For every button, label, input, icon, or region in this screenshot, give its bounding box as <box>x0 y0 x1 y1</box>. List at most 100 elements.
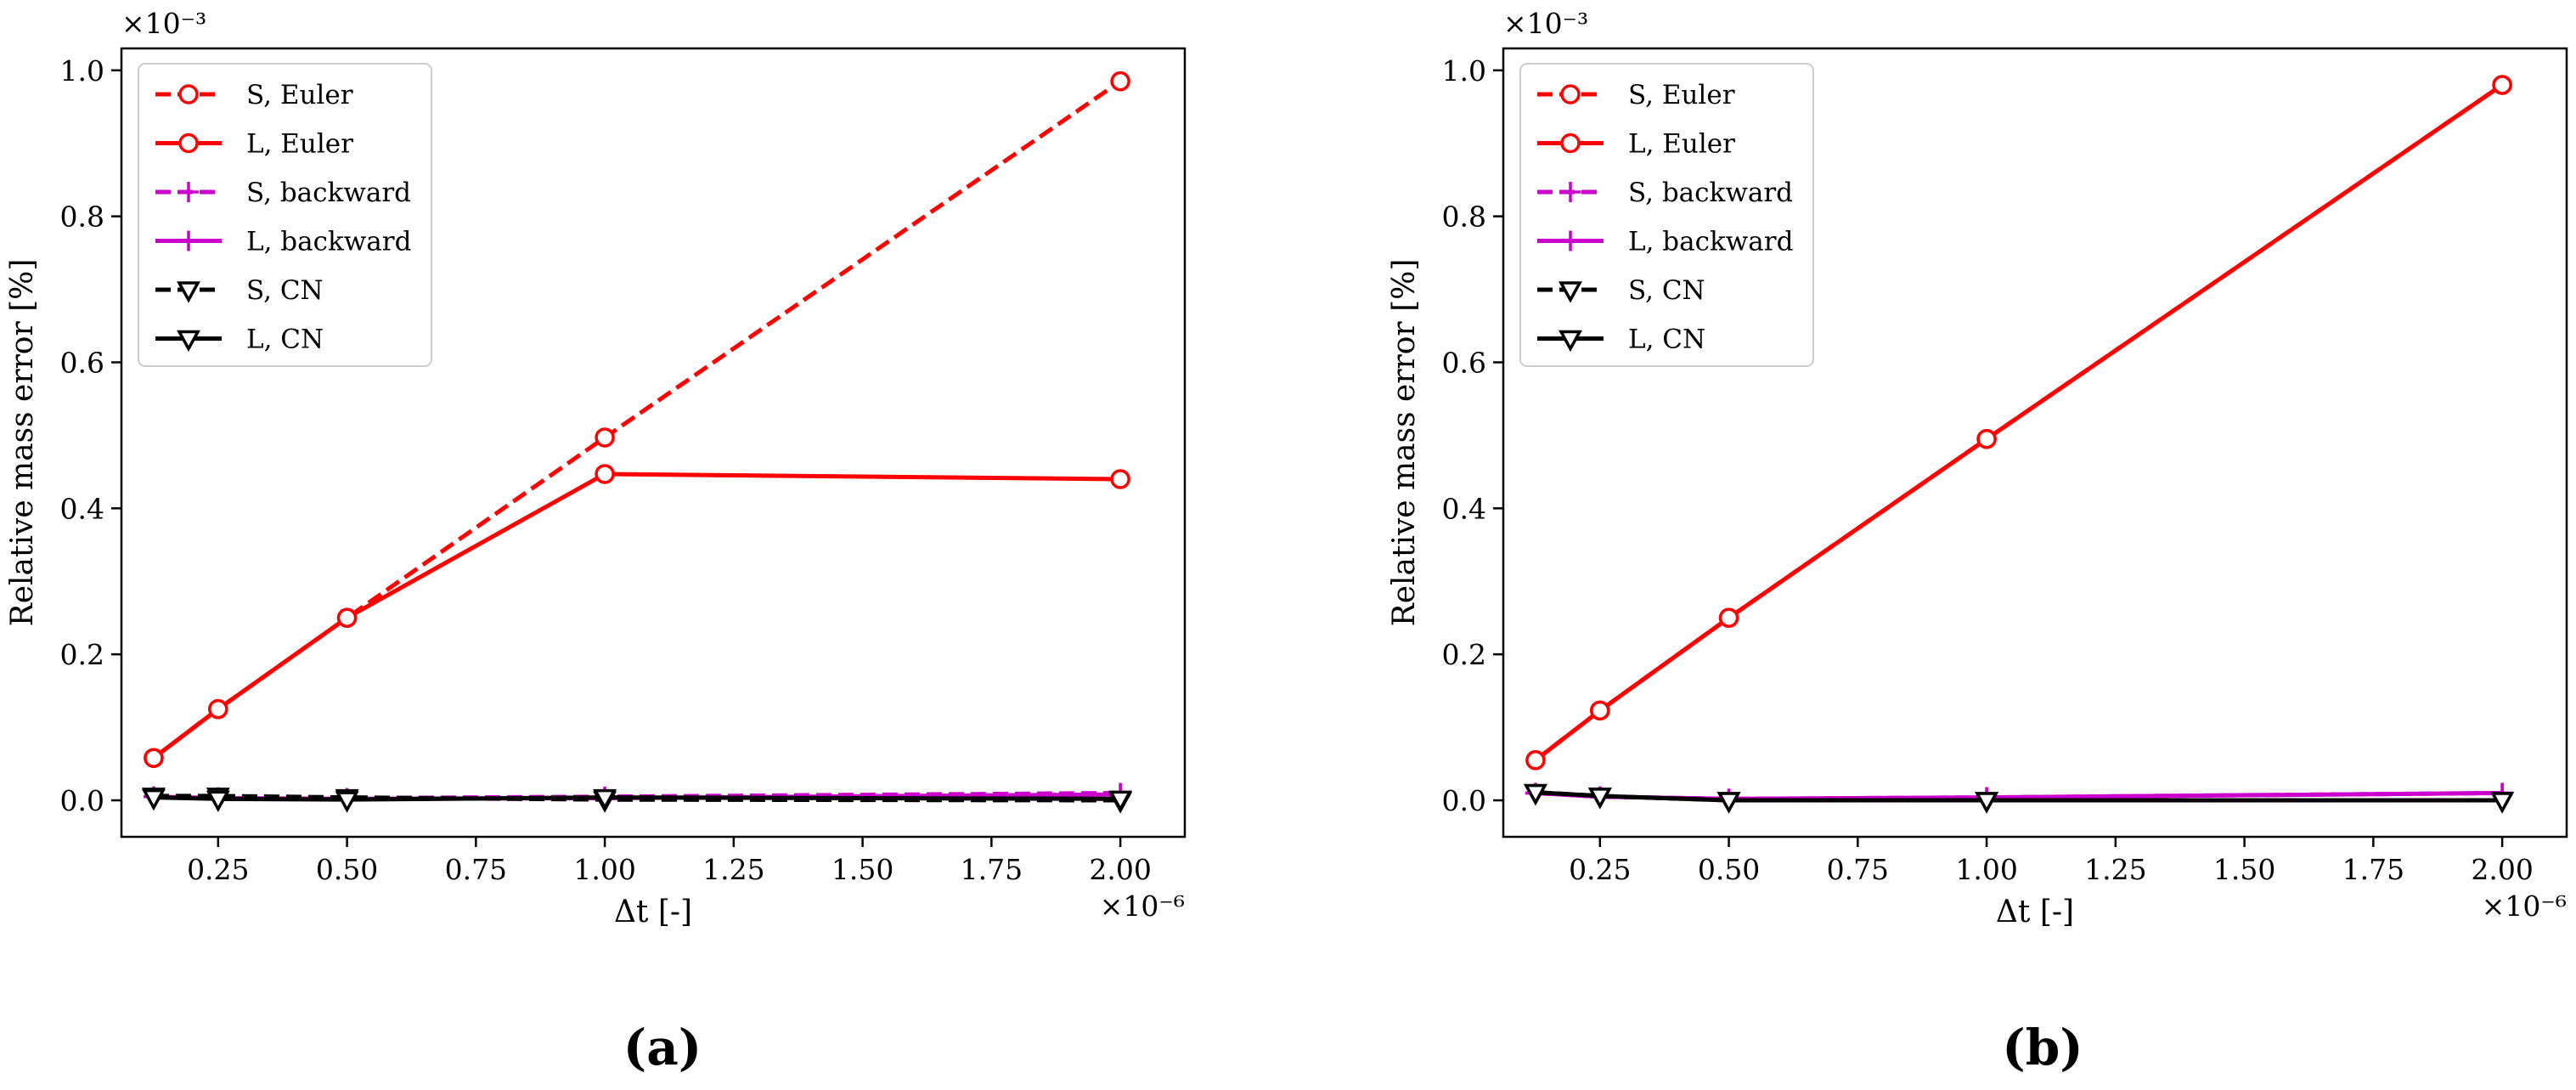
legend-label: L, CN <box>246 325 324 355</box>
x-tick-label: 1.00 <box>573 853 635 886</box>
x-tick-label: 1.50 <box>2213 853 2275 886</box>
chart-panel-a: 0.25 0.50 0.75 1.00 1.25 1.50 1.75 2.00 0.0 0.2 0.… <box>5 7 1187 1076</box>
x-tick-label: 0.25 <box>187 853 249 886</box>
legend-item: L, CN <box>1537 325 1705 355</box>
y-tick-label: 0.6 <box>1442 346 1486 379</box>
legend-item: L, Euler <box>155 129 353 160</box>
chart-panel-b: 0.25 0.50 0.75 1.00 1.25 1.50 1.75 2.00 0.0 0.2 0.… <box>1387 7 2568 1076</box>
data-point <box>1716 792 1741 814</box>
legend-item: L, Euler <box>1537 129 1735 160</box>
x-axis-multiplier: ×10⁻⁶ <box>2482 890 2567 923</box>
plot-frame <box>1502 47 2568 839</box>
legend-item: L, backward <box>155 227 411 257</box>
x-tick-label: 0.50 <box>1698 853 1760 886</box>
legend-item: S, CN <box>1537 275 1705 306</box>
legend-label: S, Euler <box>1628 80 1735 110</box>
data-point <box>336 607 358 628</box>
legend-label: S, backward <box>1628 178 1793 208</box>
legend-marker <box>1560 182 1581 202</box>
data-point <box>1975 792 1999 814</box>
data-point <box>1523 783 1547 806</box>
data-point <box>1110 71 1130 92</box>
legend-label: L, CN <box>1628 325 1705 355</box>
y-tick-label: 0.4 <box>1442 492 1486 525</box>
y-axis-label: Relative mass error [%] <box>1387 259 1422 627</box>
plot-frame <box>120 47 1187 839</box>
legend-item: L, backward <box>1537 227 1793 257</box>
y-tick-label: 0.8 <box>1442 200 1486 234</box>
legend: S, Euler L, Euler S, backward L, backward S,… <box>138 63 432 367</box>
data-point <box>208 698 228 720</box>
legend-marker <box>177 330 200 353</box>
data-point <box>1110 469 1130 489</box>
y-axis-multiplier: ×10⁻³ <box>121 7 206 40</box>
series-l-backward <box>1525 782 2513 810</box>
x-tick-label: 1.25 <box>702 853 764 886</box>
y-tick-label: 1.0 <box>1442 54 1486 88</box>
legend-label: L, Euler <box>246 129 353 160</box>
x-tick-label: 1.00 <box>1955 853 2017 886</box>
x-tick-label: 2.00 <box>1089 853 1151 886</box>
legend-marker <box>178 230 199 251</box>
legend-marker <box>178 84 199 104</box>
series-l-cn <box>141 788 1133 813</box>
x-tick-label: 0.50 <box>316 853 378 886</box>
y-tick-label: 0.0 <box>1442 784 1486 817</box>
data-point <box>206 790 230 812</box>
legend-label: L, backward <box>246 227 411 257</box>
legend-label: S, CN <box>246 275 324 306</box>
data-point <box>2492 75 2512 95</box>
x-tick-label: 1.50 <box>831 853 893 886</box>
y-tick-label: 0.4 <box>60 492 104 525</box>
x-axis-label: Δt [-] <box>614 895 692 929</box>
legend-marker <box>1560 133 1581 154</box>
x-tick-label: 0.75 <box>445 853 507 886</box>
legend-marker <box>1560 230 1581 251</box>
legend-item: S, backward <box>155 178 411 208</box>
legend-label: S, CN <box>1628 275 1705 306</box>
legend-marker <box>1560 84 1581 104</box>
legend-marker <box>1559 281 1582 303</box>
legend-label: S, backward <box>246 178 411 208</box>
data-point <box>141 788 166 811</box>
legend-marker <box>177 281 200 303</box>
data-point <box>335 791 359 813</box>
data-point <box>1590 700 1610 721</box>
data-point <box>144 748 164 768</box>
data-point <box>2490 792 2515 814</box>
legend-marker <box>1559 330 1582 353</box>
series-line <box>153 795 1121 802</box>
series-l-euler <box>1525 75 2512 771</box>
legend-item: L, CN <box>155 325 324 355</box>
panel-label: (a) <box>623 1019 702 1076</box>
legend-marker <box>178 182 199 202</box>
x-axis-label: Δt [-] <box>1996 895 2074 929</box>
x-tick-label: 0.25 <box>1569 853 1631 886</box>
y-tick-label: 0.0 <box>60 784 104 817</box>
series-l-cn <box>1523 783 2515 814</box>
x-tick-label: 1.75 <box>2342 853 2404 886</box>
y-tick-label: 0.2 <box>60 638 104 671</box>
series-l-euler <box>144 464 1130 768</box>
y-tick-label: 0.2 <box>1442 638 1486 671</box>
y-axis-multiplier: ×10⁻³ <box>1503 7 1588 40</box>
x-tick-label: 0.75 <box>1827 853 1889 886</box>
data-point <box>1976 428 1997 449</box>
data-point <box>595 427 615 448</box>
x-tick-label: 1.75 <box>961 853 1023 886</box>
data-point <box>1718 607 1739 628</box>
legend-item: S, Euler <box>155 80 353 110</box>
data-point <box>595 464 615 484</box>
legend-label: L, Euler <box>1628 129 1735 160</box>
y-axis-label: Relative mass error [%] <box>5 259 40 627</box>
x-tick-label: 1.25 <box>2084 853 2146 886</box>
legend-marker <box>178 133 199 154</box>
x-tick-label: 2.00 <box>2471 853 2533 886</box>
data-point <box>1525 750 1546 771</box>
series-line <box>152 472 1121 760</box>
y-tick-label: 0.8 <box>60 200 104 234</box>
data-point <box>593 788 617 811</box>
legend-label: S, Euler <box>246 80 353 110</box>
data-point <box>1108 790 1133 812</box>
